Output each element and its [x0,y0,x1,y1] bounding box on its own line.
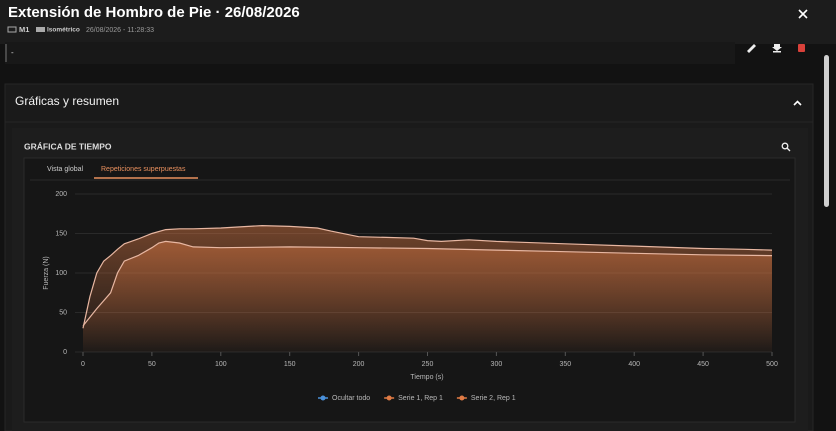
device-icon [7,26,17,33]
edit-icon[interactable] [747,44,756,53]
tab[interactable]: Vista global [47,166,84,173]
series-line [82,240,773,327]
header-bar [0,0,836,44]
legend-toggle[interactable]: Ocultar todo [318,395,370,402]
x-tick-label: 150 [284,361,296,368]
x-tick-label: 450 [697,361,709,368]
legend-icon [320,395,326,401]
collapse-icon[interactable] [793,100,802,106]
download-icon[interactable] [772,44,782,53]
delete-icon[interactable] [798,44,805,52]
legend-item[interactable]: Serie 2, Rep 1 [456,395,516,402]
device-label: M1 [19,25,29,34]
page-title: Extensión de Hombro de Pie · 26/08/2026 [8,4,300,21]
x-tick-label: 500 [766,361,778,368]
x-tick-label: 100 [215,361,227,368]
legend-label: Serie 1, Rep 1 [398,395,443,402]
legend-icon [386,395,392,401]
series-line [82,224,773,329]
mode-icon [36,27,45,32]
x-axis-label: Tiempo (s) [410,374,443,381]
y-tick-label: 100 [55,270,67,277]
y-tick-label: 150 [55,230,67,237]
legend-label: Serie 2, Rep 1 [471,395,516,402]
x-tick-label: 250 [422,361,434,368]
x-tick-label: 350 [559,361,571,368]
y-tick-label: 200 [55,191,67,198]
x-tick-label: 300 [491,361,503,368]
x-tick-label: 200 [353,361,365,368]
card-title: GRÁFICA DE TIEMPO [24,141,112,151]
notes-text: - [11,48,14,57]
y-tick-label: 50 [59,309,67,316]
x-tick-label: 0 [81,361,85,368]
close-button[interactable] [798,9,808,19]
section-title[interactable]: Gráficas y resumen [15,94,119,108]
x-tick-label: 50 [148,361,156,368]
tab-active[interactable]: Repeticiones superpuestas [101,166,186,173]
legend-item[interactable]: Serie 1, Rep 1 [384,395,443,402]
legend-icon [459,395,465,401]
notes-box[interactable] [5,42,735,64]
series-area [83,241,772,352]
y-axis-label: Fuerza (N) [43,256,50,289]
x-tick-label: 400 [628,361,640,368]
scrollbar[interactable] [824,55,829,207]
legend-label: Ocultar todo [332,395,370,402]
timestamp: 26/08/2026 - 11:28:33 [86,27,154,34]
y-tick-label: 0 [63,349,67,356]
mode-label: Isométrico [47,27,80,34]
search-icon[interactable] [781,142,791,152]
